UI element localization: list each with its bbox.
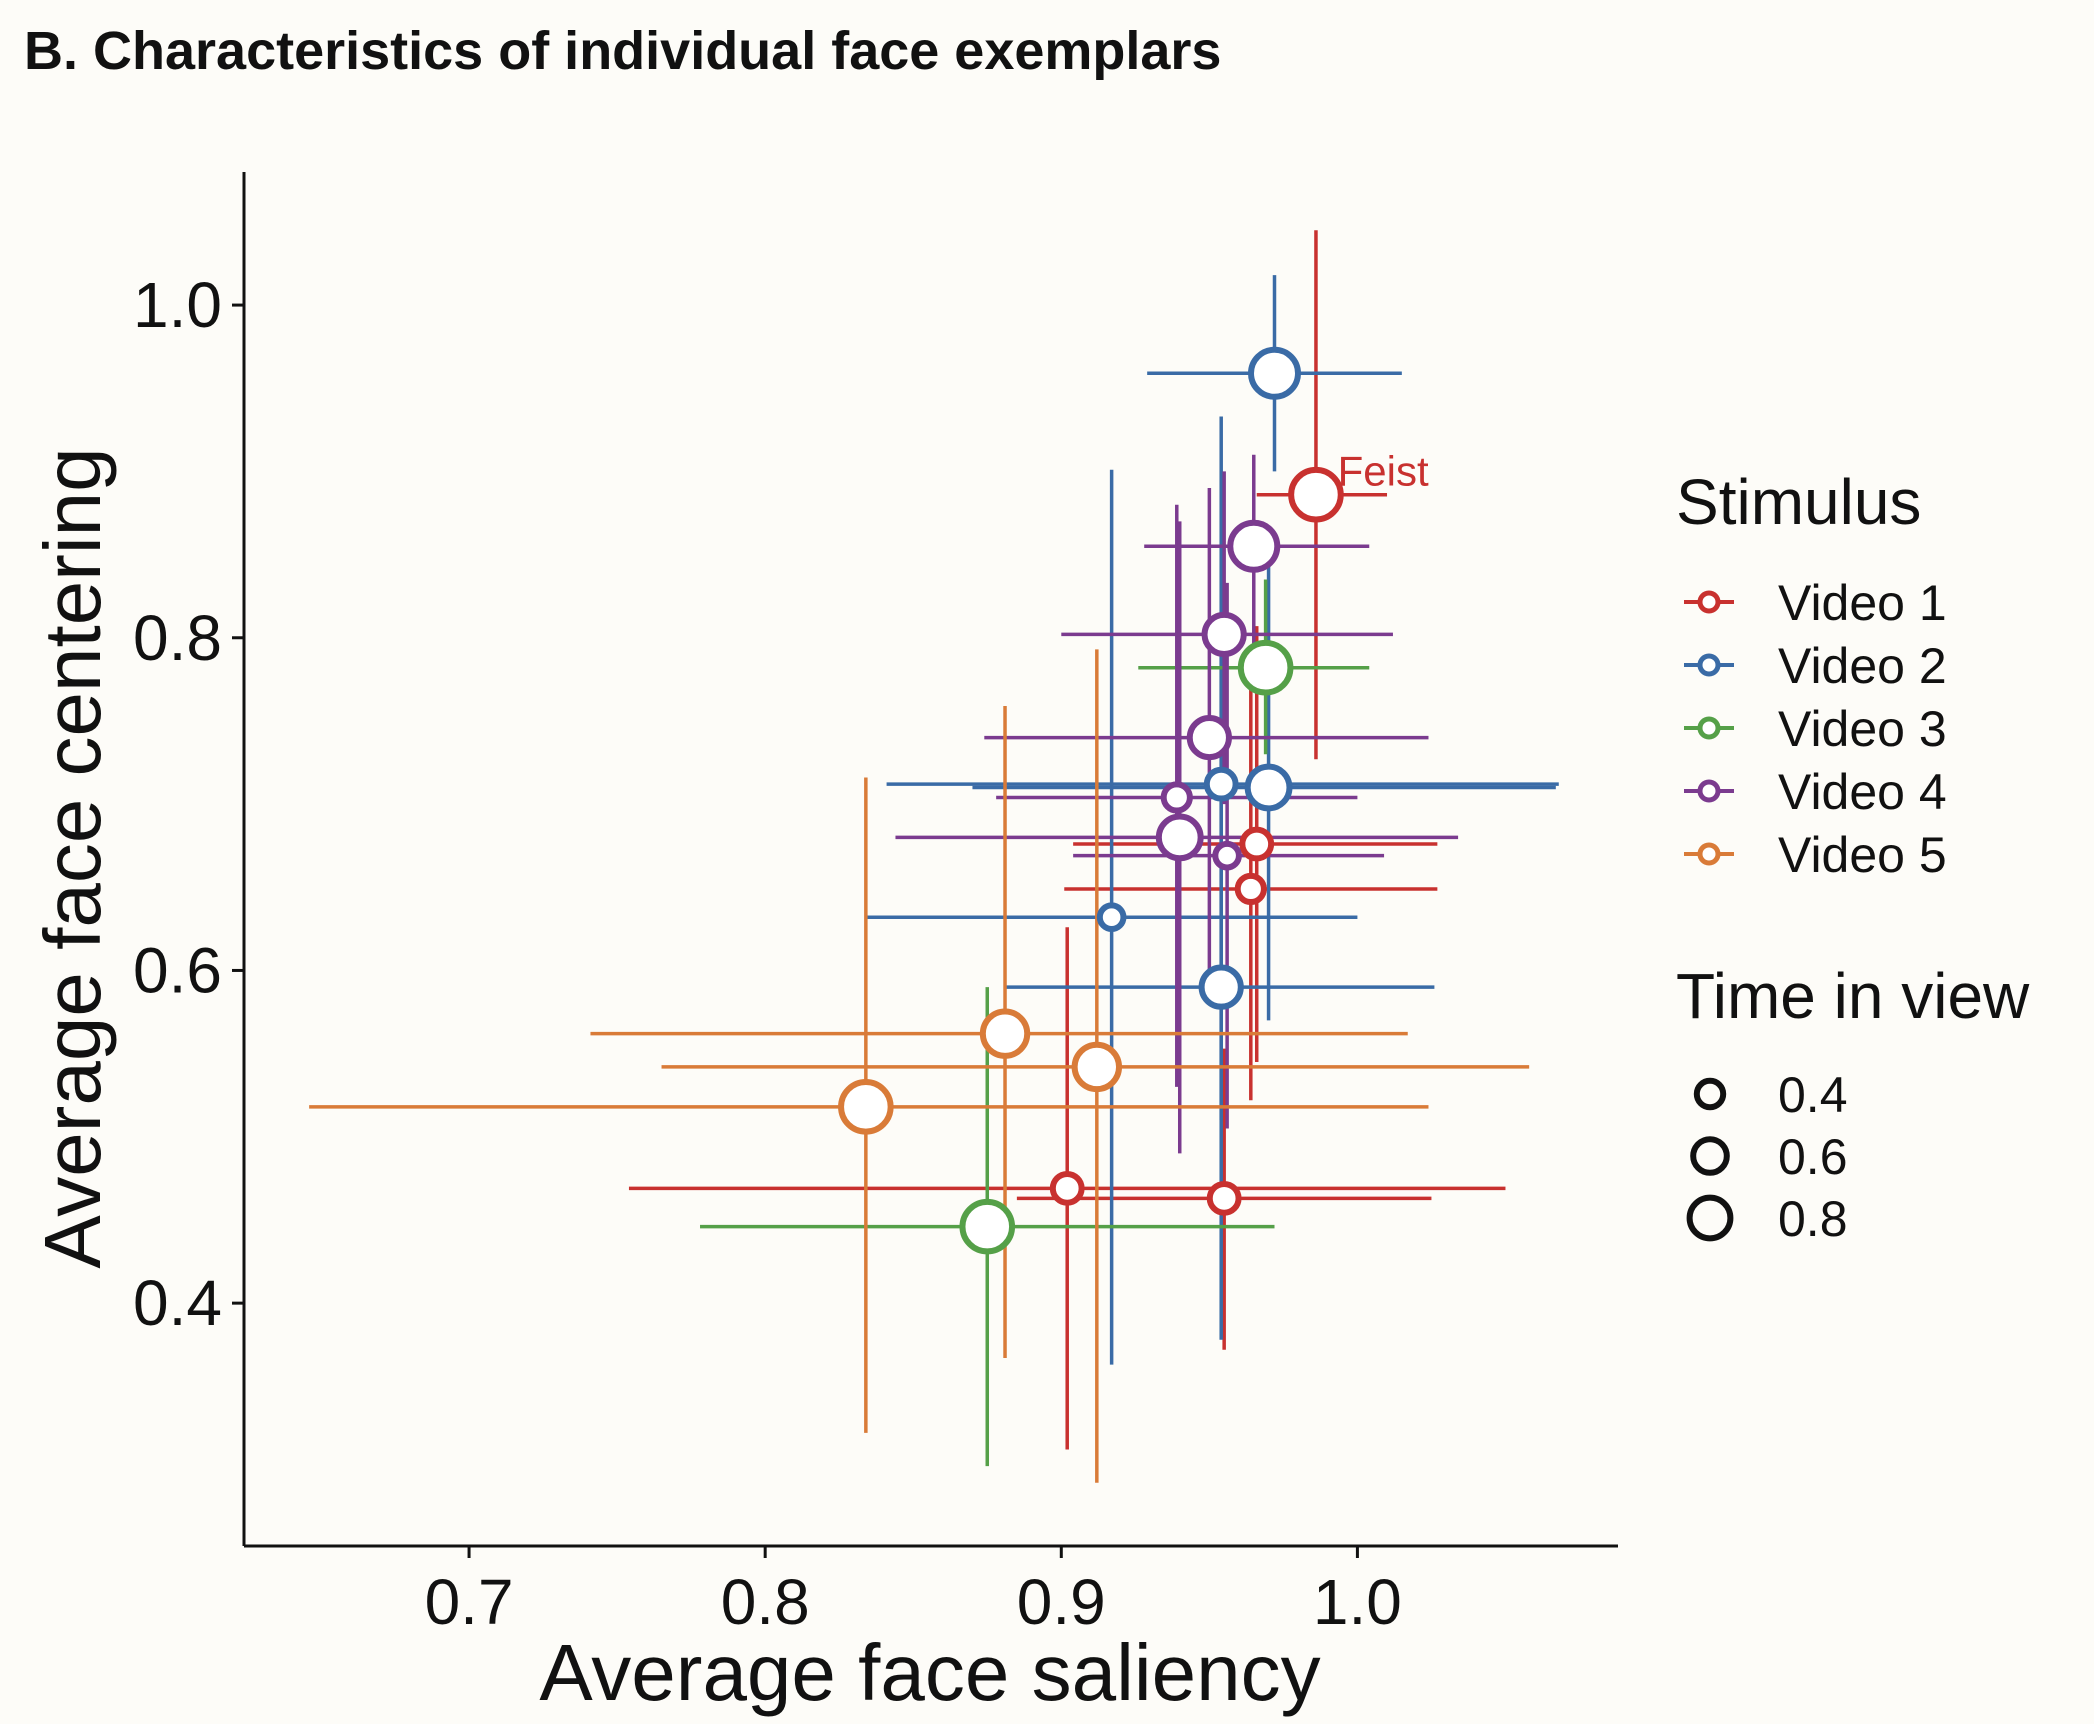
error-bars bbox=[309, 230, 1559, 1483]
size-legend-title: Time in view bbox=[1676, 960, 2030, 1032]
annotations: Feist bbox=[1338, 447, 1429, 494]
data-point bbox=[1186, 714, 1232, 761]
point-annotation: Feist bbox=[1338, 447, 1429, 494]
data-point bbox=[1239, 826, 1275, 862]
data-point bbox=[1248, 346, 1301, 400]
axis-ticks: 0.7 0.8 0.9 1.0 0.4 0.6 0.8 1.0 bbox=[133, 269, 1402, 1638]
y-tick-label: 0.4 bbox=[133, 1267, 222, 1339]
legend-label: Video 3 bbox=[1778, 701, 1947, 757]
data-point bbox=[1212, 840, 1242, 871]
data-point bbox=[838, 1079, 894, 1135]
legend-marker bbox=[1697, 842, 1721, 866]
size-legend-label: 0.4 bbox=[1778, 1067, 1848, 1123]
x-tick-label: 0.8 bbox=[721, 1566, 810, 1638]
size-legend-marker bbox=[1693, 1077, 1727, 1111]
legend-marker bbox=[1697, 653, 1721, 677]
x-tick-label: 0.7 bbox=[425, 1566, 514, 1638]
size-legend-label: 0.8 bbox=[1778, 1191, 1848, 1247]
data-points bbox=[838, 346, 1344, 1255]
data-point bbox=[1155, 813, 1204, 862]
data-point bbox=[1227, 519, 1281, 573]
y-tick-label: 0.6 bbox=[133, 934, 222, 1006]
data-point bbox=[1201, 611, 1247, 658]
data-point bbox=[1288, 466, 1344, 523]
legend-label: Video 5 bbox=[1778, 827, 1947, 883]
legend-marker bbox=[1697, 590, 1721, 614]
time-in-view-legend: Time in view 0.4 0.6 0.8 bbox=[1676, 960, 2030, 1247]
stimulus-legend: Stimulus Video 1 Video 2 Video 3 Video 4 Vid… bbox=[1676, 466, 1947, 883]
x-tick-label: 0.9 bbox=[1017, 1566, 1106, 1638]
size-legend-label: 0.6 bbox=[1778, 1129, 1848, 1185]
axes bbox=[242, 172, 1618, 1548]
data-point bbox=[1206, 1180, 1242, 1216]
data-point bbox=[1160, 781, 1193, 814]
data-point bbox=[1198, 964, 1244, 1010]
legend-label: Video 4 bbox=[1778, 764, 1947, 820]
data-point bbox=[1071, 1041, 1123, 1093]
data-point bbox=[1244, 763, 1293, 812]
panel-title: B. Characteristics of individual face ex… bbox=[24, 21, 1222, 81]
size-legend-marker bbox=[1686, 1194, 1734, 1242]
legend-label: Video 1 bbox=[1778, 575, 1947, 631]
data-point bbox=[1096, 902, 1127, 933]
data-point bbox=[1049, 1170, 1085, 1206]
legend-marker bbox=[1697, 779, 1721, 803]
data-point bbox=[1234, 872, 1267, 906]
data-point bbox=[1237, 639, 1294, 696]
legend-title: Stimulus bbox=[1676, 466, 1921, 538]
data-point bbox=[979, 1008, 1031, 1059]
legend-marker bbox=[1697, 716, 1721, 740]
data-point bbox=[959, 1198, 1016, 1255]
y-axis-title: Average face centering bbox=[28, 447, 117, 1268]
legend-label: Video 2 bbox=[1778, 638, 1947, 694]
data-point bbox=[1203, 766, 1239, 802]
x-tick-label: 1.0 bbox=[1313, 1566, 1402, 1638]
x-axis-title: Average face saliency bbox=[539, 1628, 1320, 1717]
y-tick-label: 0.8 bbox=[133, 602, 222, 674]
y-tick-label: 1.0 bbox=[133, 269, 222, 341]
size-legend-marker bbox=[1690, 1136, 1730, 1176]
